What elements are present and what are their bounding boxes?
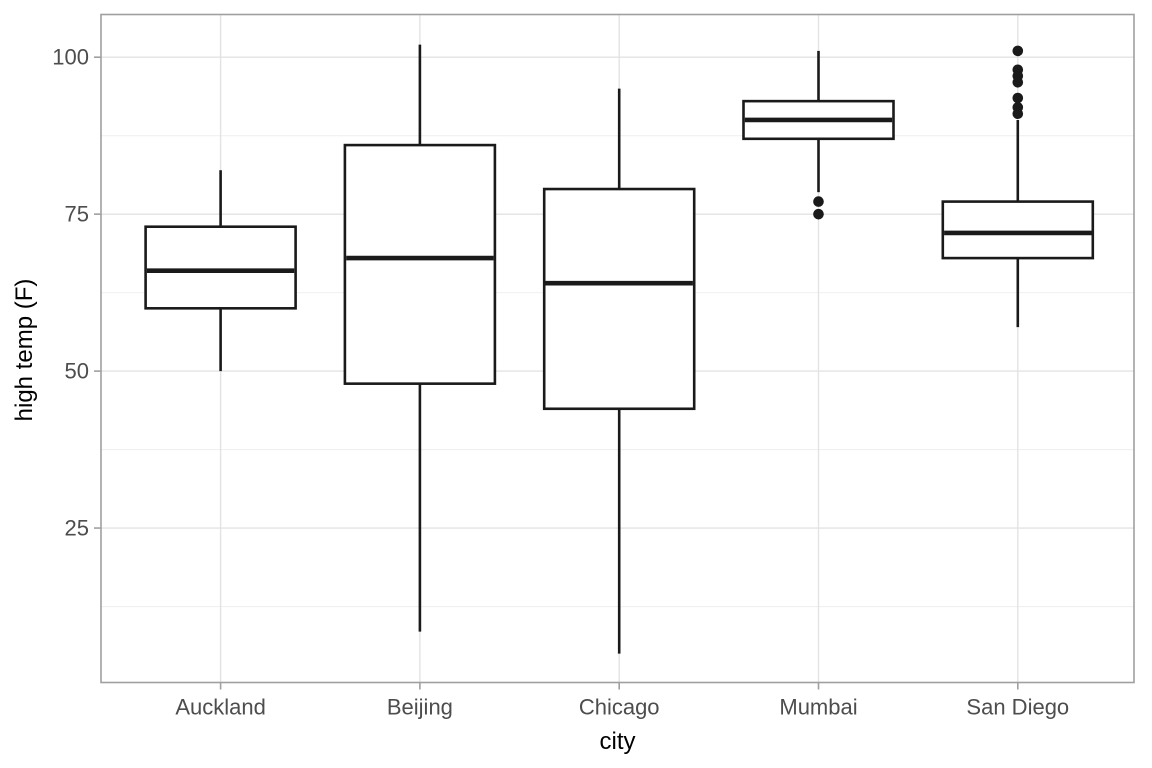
- x-tick-label-beijing: Beijing: [387, 695, 453, 720]
- box-beijing: [343, 143, 497, 385]
- outlier-dot-mumbai: [813, 208, 824, 220]
- outlier-dot-mumbai: [813, 196, 824, 207]
- panel-border: [100, 13, 1135, 684]
- box-auckland: [144, 225, 297, 310]
- y-tick-label: 25: [65, 516, 89, 541]
- x-axis-title: city: [599, 728, 636, 755]
- outlier-dot-san-diego: [1012, 45, 1024, 57]
- y-tick-label: 100: [52, 45, 89, 70]
- x-tick-label-chicago: Chicago: [579, 695, 660, 720]
- outlier-dot-san-diego: [1012, 77, 1024, 88]
- y-tick-label: 75: [65, 202, 89, 227]
- box-san-diego: [941, 200, 1095, 260]
- box-chicago: [542, 187, 696, 411]
- outlier-dot-san-diego: [1012, 92, 1024, 104]
- outlier-dot-san-diego: [1012, 108, 1024, 119]
- y-tick-label: 50: [65, 359, 89, 384]
- x-tick-label-auckland: Auckland: [175, 695, 266, 720]
- x-tick-label-mumbai: Mumbai: [779, 695, 857, 720]
- x-tick-label-san-diego: San Diego: [966, 695, 1069, 720]
- y-axis-title: high temp (F): [11, 278, 38, 422]
